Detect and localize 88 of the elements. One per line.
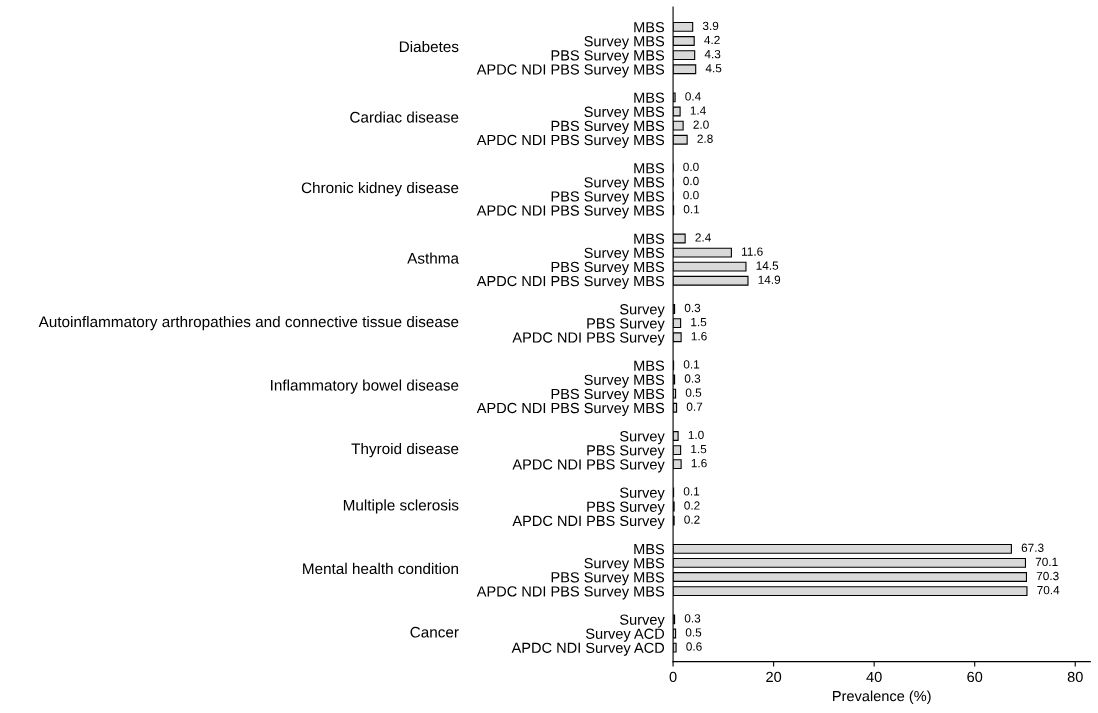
data-label: 14.9 — [758, 275, 781, 284]
data-label: 4.2 — [704, 35, 720, 45]
text: Chronic kidney disease — [301, 181, 459, 197]
data-label: 1.4 — [690, 106, 706, 115]
y-tick-label: MBS — [634, 543, 665, 555]
data-label: 1.5 — [691, 318, 707, 327]
y-tick-label: Survey MBS — [584, 558, 665, 572]
y-tick-label: Survey — [620, 304, 665, 318]
y-tick-label: APDC NDI Survey ACD — [511, 642, 665, 656]
data-label: 0.4 — [685, 92, 701, 101]
data-label: 0.1 — [683, 487, 700, 496]
data-label: 2.0 — [693, 120, 709, 129]
y-tick-label: APDC NDI PBS Survey MBS — [476, 205, 665, 219]
data-label: 14.5 — [756, 261, 779, 270]
data-label: 2.8 — [697, 134, 713, 143]
text: Inflammatory bowel disease — [271, 379, 459, 394]
x-tick-label: 40 — [866, 671, 882, 683]
y-tick-label: APDC NDI PBS Survey MBS — [476, 134, 665, 149]
data-label: 4.3 — [704, 49, 721, 59]
y-tick-label: APDC NDI PBS Survey MBS — [476, 402, 665, 417]
y-tick-label: PBS Survey — [587, 501, 665, 515]
data-label: 4.5 — [705, 64, 722, 73]
data-label: 0.3 — [684, 374, 701, 383]
data-label: 0.3 — [684, 303, 701, 313]
x-tick-label: 20 — [766, 671, 782, 683]
data-label: 0.2 — [684, 501, 700, 510]
text: Cardiac disease — [350, 111, 459, 123]
y-tick-label: PBS Survey MBS — [551, 261, 665, 275]
text: Multiple sclerosis — [343, 499, 459, 514]
y-tick-label: APDC NDI PBS Survey — [512, 332, 665, 346]
y-tick-label: Survey — [620, 431, 665, 445]
text: Cancer — [410, 626, 459, 638]
y-tick-label: Survey MBS — [584, 374, 665, 388]
data-label: 0.5 — [685, 628, 702, 637]
data-label: 0.5 — [685, 388, 702, 397]
text: Diabetes — [399, 40, 459, 53]
y-tick-label: APDC NDI PBS Survey MBS — [476, 64, 665, 78]
y-tick-label: PBS Survey MBS — [551, 191, 665, 205]
y-tick-label: Survey ACD — [585, 628, 665, 642]
data-label: 2.4 — [695, 233, 711, 242]
data-label: 0.2 — [684, 515, 700, 524]
data-label: 0.0 — [683, 190, 699, 200]
y-tick-label: Survey — [620, 487, 665, 501]
y-tick-label: PBS Survey MBS — [551, 120, 665, 134]
data-label: 3.9 — [702, 21, 719, 31]
y-tick-label: PBS Survey — [587, 445, 665, 459]
data-label: 0.1 — [683, 360, 700, 369]
y-tick-label: APDC NDI PBS Survey MBS — [476, 586, 665, 600]
y-tick-label: APDC NDI PBS Survey MBS — [476, 275, 665, 290]
y-tick-label: MBS — [634, 360, 665, 371]
y-tick-label: Survey MBS — [584, 106, 665, 120]
data-label: 1.6 — [691, 332, 707, 341]
x-tick-label: 80 — [1067, 671, 1083, 683]
y-tick-label: APDC NDI PBS Survey — [512, 515, 665, 529]
x-tick-label: 0 — [669, 671, 677, 683]
y-tick-label: MBS — [634, 163, 665, 174]
data-label: 70.4 — [1037, 585, 1060, 595]
data-label: 1.5 — [691, 445, 707, 454]
data-label: 0.0 — [683, 162, 699, 172]
y-tick-label: APDC NDI PBS Survey — [512, 459, 665, 473]
text: Autoinflammatory arthropathies and connective tissue disease — [38, 315, 459, 331]
x-axis-title: Prevalence (%) — [833, 690, 931, 705]
y-tick-label: PBS Survey MBS — [551, 50, 665, 64]
data-label: 0.0 — [683, 176, 699, 186]
y-tick-label: PBS Survey MBS — [551, 572, 665, 586]
y-tick-label: PBS Survey — [587, 318, 665, 332]
data-label: 70.3 — [1036, 571, 1059, 581]
y-tick-label: MBS — [634, 92, 665, 103]
data-label: 11.6 — [742, 247, 763, 256]
data-label: 0.1 — [683, 205, 700, 214]
y-tick-label: Survey MBS — [584, 247, 665, 261]
data-label: 67.3 — [1021, 543, 1044, 552]
data-label: 0.7 — [686, 402, 703, 411]
data-label: 0.6 — [686, 642, 702, 651]
data-label: 70.1 — [1035, 557, 1058, 567]
x-tick-label: 60 — [967, 671, 983, 683]
y-tick-label: Survey — [620, 614, 665, 628]
y-tick-label: Survey MBS — [584, 177, 665, 191]
data-label: 1.6 — [691, 458, 707, 468]
y-tick-label: Survey MBS — [584, 36, 665, 50]
text: Mental health condition — [303, 562, 458, 575]
y-tick-label: MBS — [634, 233, 665, 244]
y-tick-label: PBS Survey MBS — [551, 388, 665, 402]
text: Thyroid disease — [351, 442, 459, 458]
text: Asthma — [407, 252, 459, 264]
data-label: 0.3 — [684, 614, 701, 623]
data-label: 1.0 — [688, 430, 704, 440]
y-tick-label: MBS — [634, 21, 665, 33]
